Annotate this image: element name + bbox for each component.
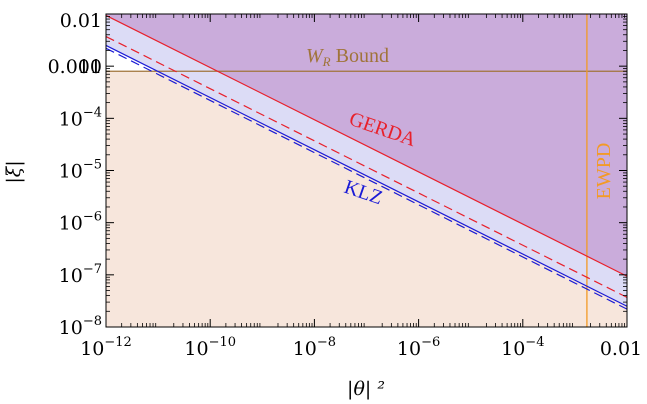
tick-labels: 10−12 10−10 10−8 10−6 10−4 0.01 10−8 10−7 10−6 10…	[48, 10, 643, 360]
y-axis-title: |ξ|	[3, 160, 25, 183]
y-tick-label-5: 10	[78, 56, 102, 78]
y-tick-label-0: 10−8	[59, 314, 102, 339]
x-tick-label-3: 10−6	[397, 335, 440, 360]
plot-lines	[106, 14, 627, 327]
y-tick-label-1: 10−7	[59, 262, 102, 287]
x-tick-label-2: 10−8	[293, 335, 336, 360]
y-tick-label-4: 10−4	[59, 105, 102, 130]
ewpd-label: EWPD	[593, 143, 615, 200]
y-tick-label-2: 10−6	[59, 210, 102, 235]
wr-bound-label: WR Bound	[306, 45, 389, 69]
x-axis-title: |θ| ²	[347, 378, 385, 400]
x-tick-label-1: 10−10	[184, 335, 236, 360]
x-tick-label-5: 0.01	[600, 338, 642, 360]
y-tick-label-3: 10−5	[59, 158, 102, 183]
x-tick-label-0: 10−12	[80, 335, 132, 360]
y-tick-label-7: 0.01	[60, 10, 102, 32]
axis-ticks	[105, 13, 628, 328]
y-tick-label-6: 0.001	[48, 56, 102, 78]
series-line-0	[106, 14, 627, 277]
x-tick-label-4: 10−4	[501, 335, 544, 360]
series-line-2	[106, 44, 627, 307]
